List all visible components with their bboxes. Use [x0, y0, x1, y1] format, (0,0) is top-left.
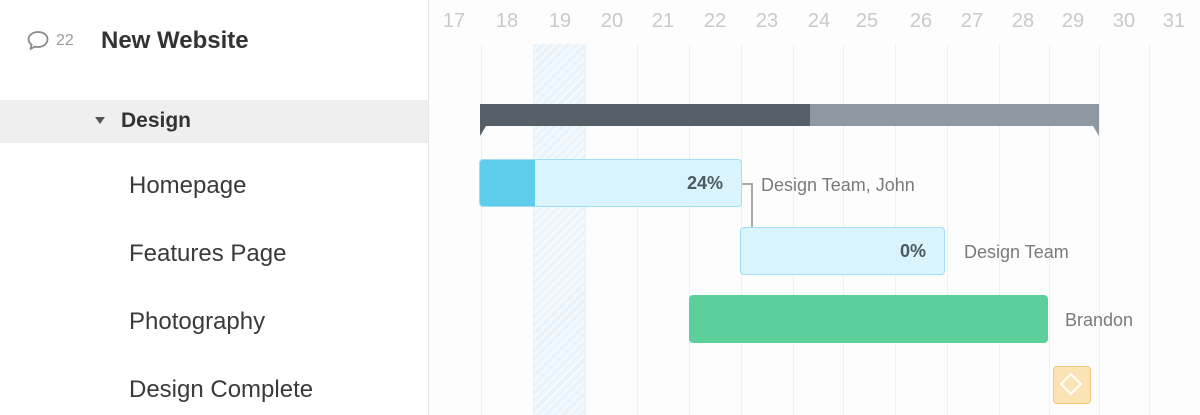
task-group-design[interactable]: Design: [0, 100, 428, 143]
group-label: Design: [121, 109, 192, 132]
day-label: 19: [548, 10, 572, 32]
day-label: 28: [1011, 10, 1035, 32]
comment-count: 22: [56, 32, 74, 49]
task-row-homepage[interactable]: Homepage: [129, 172, 247, 199]
day-label: 20: [600, 10, 624, 32]
summary-start-cap: [480, 126, 486, 136]
gridline: [1149, 44, 1150, 415]
gridline: [1099, 44, 1100, 415]
day-label: 23: [755, 10, 779, 32]
gridline: [1049, 44, 1050, 415]
task-percent: 0%: [899, 241, 926, 261]
milestone-design-complete[interactable]: [1053, 366, 1091, 404]
comment-icon: [27, 31, 49, 50]
summary-progress: [480, 104, 810, 126]
today-column-highlight: [533, 44, 585, 415]
gantt-chart[interactable]: 17 18 19 20 21 22 23 24 25 26 27 28 29 3…: [429, 0, 1200, 415]
day-label: 30: [1112, 10, 1136, 32]
task-bar-homepage[interactable]: 24%: [479, 159, 742, 207]
group-summary-bar[interactable]: [480, 104, 1099, 136]
gridline: [533, 44, 534, 415]
day-label: 22: [703, 10, 727, 32]
project-title[interactable]: New Website: [101, 27, 249, 54]
day-label: 25: [855, 10, 879, 32]
gridline: [689, 44, 690, 415]
gridline: [481, 44, 482, 415]
summary-remaining: [810, 104, 1099, 126]
day-label: 31: [1162, 10, 1186, 32]
milestone-diamond-icon: [1059, 372, 1083, 396]
day-label: 27: [960, 10, 984, 32]
gridline: [585, 44, 586, 415]
task-list-panel: 22 New Website Design Homepage Features …: [0, 0, 429, 415]
task-row-features-page[interactable]: Features Page: [129, 240, 287, 267]
day-label: 17: [442, 10, 466, 32]
task-assignee: Design Team, John: [761, 175, 915, 195]
dependency-connector: [751, 183, 753, 227]
collapse-triangle-icon[interactable]: [95, 117, 105, 124]
task-row-photography[interactable]: Photography: [129, 308, 266, 335]
comments-button[interactable]: 22: [26, 30, 74, 52]
task-progress-fill: [480, 160, 535, 206]
day-label: 24: [807, 10, 831, 32]
task-assignee: Design Team: [964, 242, 1069, 262]
task-bar-photography[interactable]: [689, 295, 1048, 343]
gridline: [637, 44, 638, 415]
day-label: 21: [651, 10, 675, 32]
task-bar-features-page[interactable]: 0%: [740, 227, 945, 275]
day-label: 18: [495, 10, 519, 32]
task-percent: 24%: [686, 173, 723, 193]
gridline: [947, 44, 948, 415]
task-row-design-complete[interactable]: Design Complete: [129, 376, 314, 403]
day-label: 29: [1061, 10, 1085, 32]
summary-end-cap: [1093, 126, 1099, 136]
task-assignee: Brandon: [1065, 310, 1134, 330]
gridline: [999, 44, 1000, 415]
day-label: 26: [909, 10, 933, 32]
dependency-connector: [742, 183, 752, 185]
